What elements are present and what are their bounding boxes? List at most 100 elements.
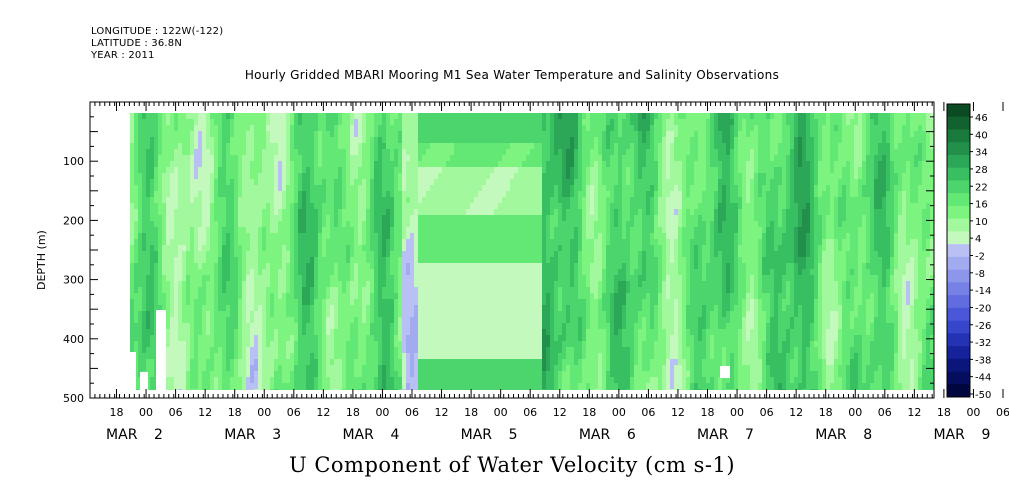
heatmap-cell [282, 119, 287, 126]
heatmap-cell [294, 227, 299, 234]
heatmap-cell [706, 257, 711, 264]
heatmap-cell [762, 203, 767, 210]
heatmap-cell [774, 257, 779, 264]
heatmap-cell [778, 179, 783, 186]
heatmap-cell [746, 233, 751, 240]
heatmap-cell [594, 191, 599, 198]
heatmap-cell [458, 215, 463, 222]
heatmap-cell [334, 203, 339, 210]
heatmap-cell [446, 239, 451, 246]
heatmap-cell [626, 131, 631, 138]
heatmap-cell [498, 245, 503, 252]
heatmap-cell [522, 233, 527, 240]
heatmap-cell [774, 173, 779, 180]
heatmap-cell [282, 227, 287, 234]
heatmap-cell [794, 245, 799, 252]
heatmap-cell [778, 215, 783, 222]
heatmap-cell [362, 233, 367, 240]
heatmap-cell [698, 113, 703, 120]
heatmap-cell [886, 227, 891, 234]
heatmap-cell [670, 137, 675, 144]
heatmap-cell [358, 239, 363, 246]
heatmap-cell [706, 143, 711, 150]
heatmap-cell [542, 155, 547, 162]
heatmap-cell [874, 227, 879, 234]
heatmap-cell [766, 185, 771, 192]
heatmap-cell [514, 149, 519, 156]
heatmap-cell [502, 185, 507, 192]
heatmap-cell [758, 215, 763, 222]
heatmap-cell [458, 167, 463, 174]
heatmap-cell [226, 239, 231, 246]
heatmap-cell [750, 161, 755, 168]
heatmap-cell [226, 167, 231, 174]
heatmap-cell [494, 119, 499, 126]
heatmap-cell [454, 233, 459, 240]
heatmap-cell [238, 179, 243, 186]
heatmap-cell [494, 197, 499, 204]
heatmap-cell [534, 167, 539, 174]
heatmap-cell [526, 257, 531, 264]
heatmap-cell [234, 215, 239, 222]
heatmap-cell [506, 197, 511, 204]
heatmap-cell [870, 203, 875, 210]
heatmap-cell [890, 227, 895, 234]
heatmap-cell [918, 191, 923, 198]
heatmap-cell [362, 131, 367, 138]
heatmap-cell [186, 179, 191, 186]
heatmap-cell [714, 215, 719, 222]
heatmap-cell [582, 197, 587, 204]
heatmap-cell [594, 197, 599, 204]
heatmap-cell [286, 245, 291, 252]
heatmap-cell [642, 179, 647, 186]
heatmap-cell [762, 167, 767, 174]
heatmap-cell [454, 143, 459, 150]
heatmap-cell [610, 137, 615, 144]
heatmap-cell [430, 167, 435, 174]
heatmap-cell [270, 185, 275, 192]
heatmap-cell [486, 257, 491, 264]
heatmap-cell [626, 245, 631, 252]
heatmap-cell [586, 197, 591, 204]
heatmap-cell [474, 245, 479, 252]
heatmap-cell [658, 155, 663, 162]
heatmap-cell [882, 173, 887, 180]
heatmap-cell [614, 143, 619, 150]
heatmap-cell [802, 179, 807, 186]
heatmap-cell [278, 143, 283, 150]
heatmap-cell [174, 113, 179, 120]
heatmap-cell [562, 131, 567, 138]
heatmap-cell [734, 191, 739, 198]
heatmap-cell [878, 131, 883, 138]
heatmap-cell [290, 215, 295, 222]
heatmap-cell [746, 155, 751, 162]
heatmap-cell [658, 203, 663, 210]
heatmap-cell [146, 257, 151, 264]
heatmap-cell [854, 191, 859, 198]
heatmap-cell [422, 233, 427, 240]
heatmap-cell [766, 143, 771, 150]
heatmap-cell [702, 257, 707, 264]
heatmap-cell [334, 167, 339, 174]
heatmap-cell [534, 257, 539, 264]
heatmap-cell [210, 173, 215, 180]
heatmap-cell [670, 221, 675, 228]
heatmap-cell [686, 149, 691, 156]
heatmap-cell [526, 113, 531, 120]
heatmap-cell [754, 119, 759, 126]
heatmap-cell [898, 161, 903, 168]
heatmap-cell [518, 125, 523, 132]
heatmap-cell [410, 215, 415, 222]
heatmap-cell [174, 251, 179, 258]
heatmap-cell [386, 209, 391, 216]
heatmap-cell [278, 179, 283, 186]
heatmap-cell [838, 167, 843, 174]
heatmap-cell [638, 191, 643, 198]
heatmap-cell [898, 125, 903, 132]
heatmap-cell [550, 179, 555, 186]
heatmap-cell [406, 113, 411, 120]
heatmap-cell [566, 185, 571, 192]
heatmap-cell [246, 149, 251, 156]
heatmap-cell [838, 185, 843, 192]
